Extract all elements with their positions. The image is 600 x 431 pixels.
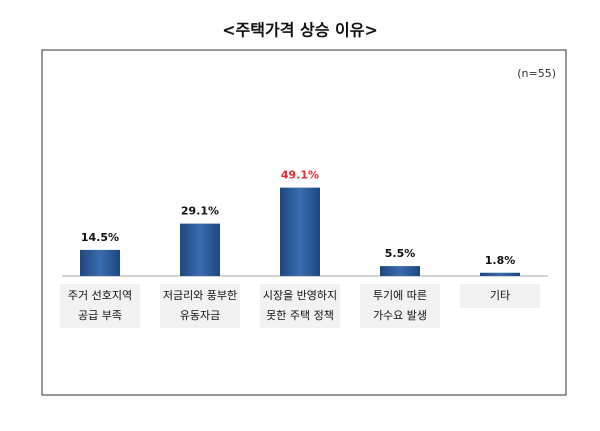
value-label: 5.5% bbox=[385, 247, 416, 260]
bar bbox=[480, 272, 520, 276]
sample-note: (n=55) bbox=[517, 67, 556, 80]
bar bbox=[380, 266, 420, 276]
category-label-bg bbox=[60, 284, 140, 328]
x-tick-label: 유동자금 bbox=[180, 309, 220, 322]
x-tick-label: 주거 선호지역 bbox=[68, 289, 132, 302]
value-label: 1.8% bbox=[485, 254, 516, 267]
category-label-bg bbox=[360, 284, 440, 328]
value-label: 49.1% bbox=[281, 169, 319, 182]
chart-title: <주택가격 상승 이유> bbox=[222, 21, 378, 40]
category-label-bg bbox=[260, 284, 340, 328]
plot-frame bbox=[41, 49, 567, 396]
x-tick-label: 저금리와 풍부한 bbox=[163, 289, 237, 302]
x-tick-label: 기타 bbox=[490, 289, 510, 302]
bar bbox=[80, 249, 120, 276]
x-tick-label: 못한 주택 정책 bbox=[266, 309, 334, 322]
x-tick-label: 투기에 따른 bbox=[373, 289, 427, 302]
bar bbox=[280, 187, 320, 276]
value-label: 14.5% bbox=[81, 231, 119, 244]
x-tick-label: 가수요 발생 bbox=[373, 309, 427, 322]
value-label: 29.1% bbox=[181, 205, 219, 218]
category-label-bg bbox=[160, 284, 240, 328]
category-label-bg bbox=[460, 284, 540, 308]
x-tick-label: 시장을 반영하지 bbox=[263, 288, 337, 302]
bar bbox=[180, 223, 220, 276]
x-tick-label: 공급 부족 bbox=[78, 309, 122, 322]
